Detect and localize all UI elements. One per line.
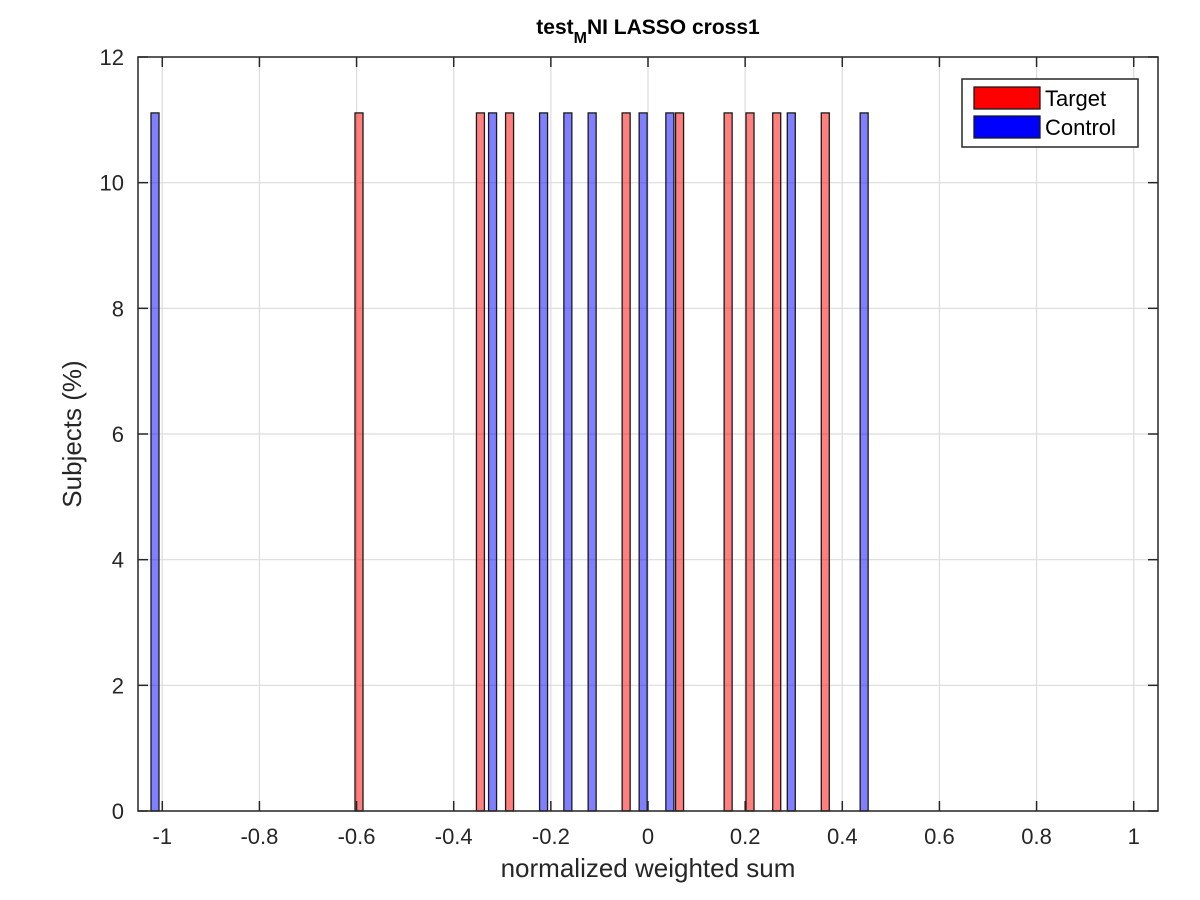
bar-control: [638, 112, 648, 812]
bar-control: [859, 112, 869, 812]
bar-control: [538, 112, 549, 812]
bar-target: [745, 112, 755, 812]
x-tick-label: 0: [642, 824, 654, 849]
y-tick-label: 4: [112, 548, 124, 573]
y-tick-label: 10: [100, 171, 124, 196]
x-tick-label: 0.8: [1021, 824, 1052, 849]
bar-control: [563, 112, 573, 812]
legend-swatch-control: [973, 115, 1041, 139]
chart-title: testMNI LASSO cross1: [536, 16, 760, 47]
bar-target: [723, 112, 733, 812]
legend: Target Control: [961, 78, 1139, 148]
bar-target: [354, 112, 364, 812]
y-tick-label: 0: [112, 799, 124, 824]
x-tick-label: -1: [153, 824, 173, 849]
bar-control: [665, 112, 675, 812]
x-axis-label: normalized weighted sum: [501, 853, 796, 883]
y-tick-label: 6: [112, 422, 124, 447]
axis-ticks: -1 -0.8 -0.6 -0.4 -0.2 0 0.2 0.4 0.6 0.8 102468101…: [100, 45, 1158, 849]
x-tick-label: 0.2: [730, 824, 761, 849]
legend-label-target: Target: [1045, 86, 1106, 111]
x-tick-label: 0.6: [924, 824, 955, 849]
bar-target: [772, 112, 782, 812]
bar-target: [475, 112, 486, 812]
x-tick-label: -0.8: [240, 824, 278, 849]
y-tick-label: 12: [100, 45, 124, 70]
x-tick-label: -0.2: [532, 824, 570, 849]
x-tick-label: -0.4: [435, 824, 473, 849]
x-tick-label: 1: [1128, 824, 1140, 849]
bars: [150, 112, 869, 812]
y-tick-label: 2: [112, 673, 124, 698]
y-axis-label: Subjects (%): [57, 360, 87, 507]
bar-control: [587, 112, 597, 812]
legend-label-control: Control: [1045, 115, 1116, 140]
bar-target: [674, 112, 685, 812]
x-tick-label: 0.4: [827, 824, 858, 849]
bar-control: [786, 112, 796, 812]
bar-control: [150, 112, 160, 812]
bar-control: [487, 112, 498, 812]
y-tick-label: 8: [112, 296, 124, 321]
legend-swatch-target: [973, 86, 1041, 110]
bar-target: [504, 112, 515, 812]
x-tick-label: -0.6: [338, 824, 376, 849]
bar-target: [820, 112, 830, 812]
bar-target: [621, 112, 631, 812]
